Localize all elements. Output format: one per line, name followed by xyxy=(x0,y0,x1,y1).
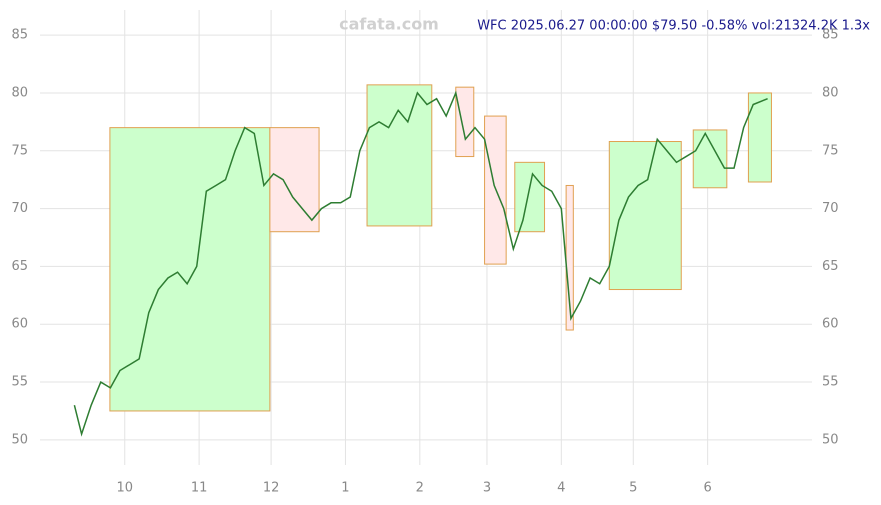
x-tick-label: 5 xyxy=(629,481,637,496)
watermark: cafata.com xyxy=(339,15,439,34)
zone xyxy=(692,129,728,189)
y-tick-label: 85 xyxy=(11,28,28,43)
x-tick-label: 2 xyxy=(416,481,424,496)
x-tick-label: 3 xyxy=(483,481,491,496)
y-tick-label-right: 80 xyxy=(822,85,839,100)
x-tick-label: 4 xyxy=(557,481,565,496)
price-line xyxy=(73,90,768,437)
y-tick-label-right: 75 xyxy=(822,143,839,158)
zone xyxy=(366,84,433,227)
zone xyxy=(455,86,475,158)
y-tick-label: 60 xyxy=(11,317,28,332)
y-tick-label: 65 xyxy=(11,259,28,274)
x-tick-label: 11 xyxy=(191,481,208,496)
x-tick-label: 6 xyxy=(704,481,712,496)
zone xyxy=(269,127,320,233)
y-tick-label: 75 xyxy=(11,143,28,158)
y-tick-label: 50 xyxy=(11,432,28,447)
y-tick-label-right: 65 xyxy=(822,259,839,274)
y-tick-label-right: 60 xyxy=(822,317,839,332)
y-tick-label-right: 50 xyxy=(822,432,839,447)
x-tick-label: 12 xyxy=(263,481,280,496)
y-tick-label: 80 xyxy=(11,85,28,100)
zone xyxy=(109,127,271,412)
zone xyxy=(747,92,772,183)
x-tick-label: 10 xyxy=(116,481,133,496)
zone xyxy=(514,161,546,233)
chart-title: WFC 2025.06.27 00:00:00 $79.50 -0.58% vo… xyxy=(477,19,870,34)
x-tick-label: 1 xyxy=(341,481,349,496)
y-tick-label-right: 70 xyxy=(822,201,839,216)
y-tick-label-right: 55 xyxy=(822,375,839,390)
y-tick-label: 70 xyxy=(11,201,28,216)
y-tick-label-right: 85 xyxy=(822,28,839,43)
y-tick-label: 55 xyxy=(11,375,28,390)
